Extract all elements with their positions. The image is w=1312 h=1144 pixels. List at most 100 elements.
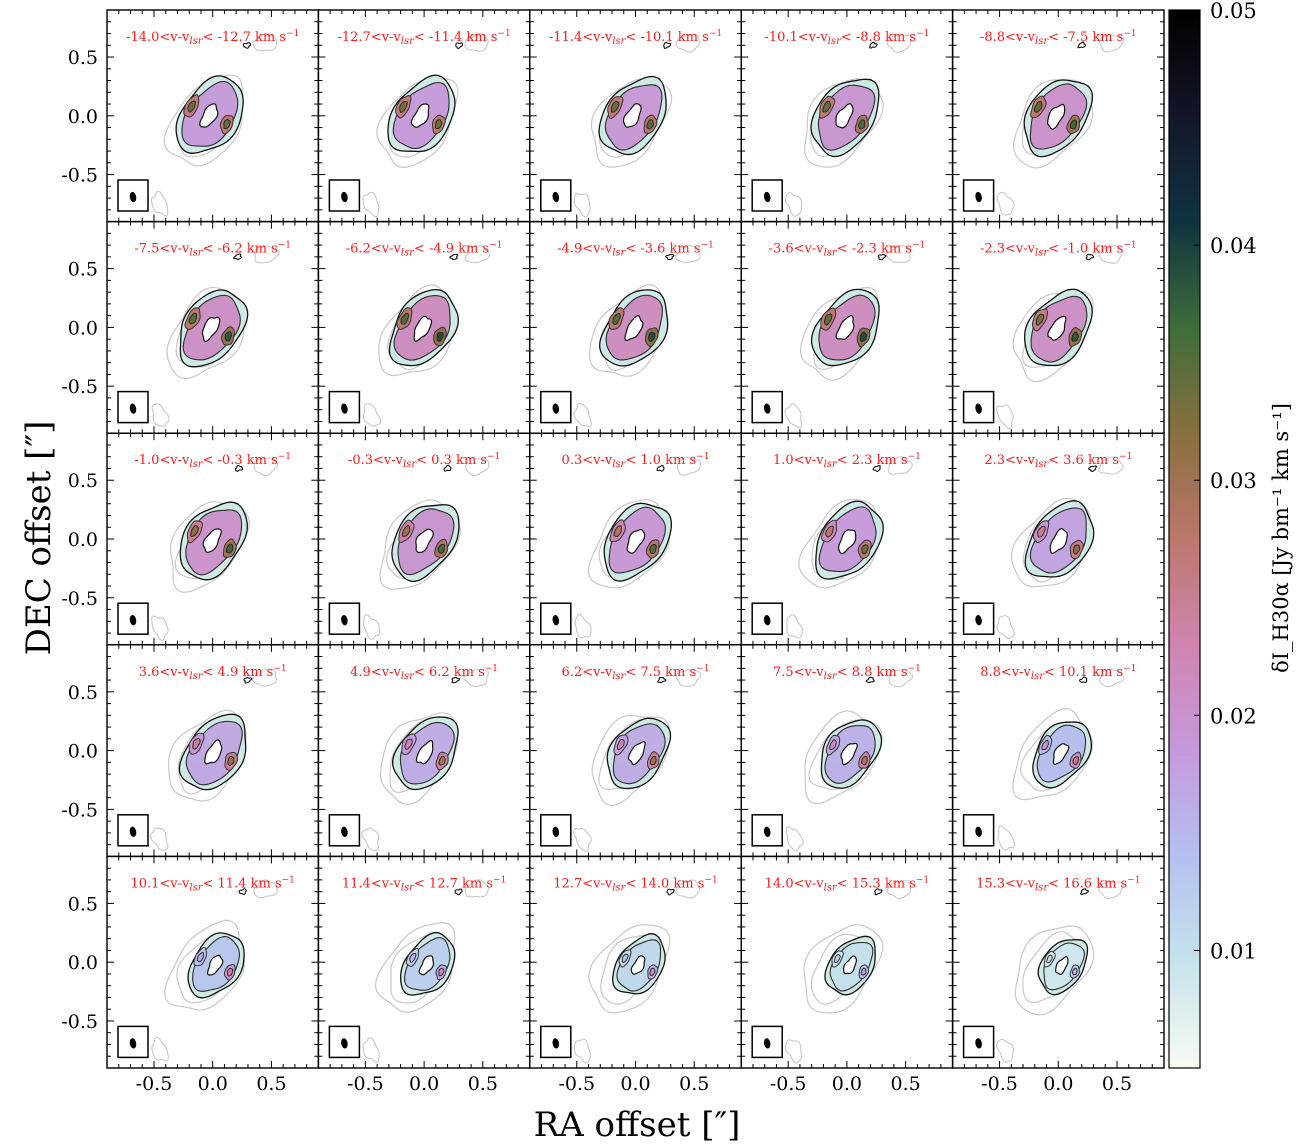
x-tick-label: 0.5 (256, 1073, 286, 1095)
x-tick-label: -0.5 (136, 1073, 173, 1095)
beam-box (962, 390, 995, 424)
central-cavity (626, 529, 646, 554)
beam-box (751, 179, 783, 212)
continuum-contour (362, 403, 382, 427)
emission-peak-left (409, 952, 417, 963)
beam-box (962, 814, 995, 847)
panel: 8.8<v-vlsr< 10.1 km s−1 (951, 644, 1165, 858)
emission-peak-left (196, 952, 204, 963)
beam-box (540, 179, 572, 212)
panel-image (574, 456, 702, 639)
continuum-contour (463, 668, 489, 687)
panel-velocity-label: 3.6<v-vlsr< 4.9 km s−1 (139, 664, 287, 682)
noise-contour (238, 888, 247, 895)
continuum-contour (786, 614, 804, 639)
emission-peak-right (227, 755, 235, 767)
noise-contour (449, 253, 459, 260)
panel-image (784, 245, 912, 429)
continuum-contour (888, 669, 914, 688)
emission-peak-right (861, 755, 868, 766)
panel: 4.9<v-vlsr< 6.2 km s−1 (317, 644, 531, 858)
panel-velocity-label: 12.7<v-vlsr< 14.0 km s−1 (553, 875, 717, 893)
noise-contour (865, 676, 875, 684)
continuum-contour (253, 879, 278, 899)
panel-image (784, 34, 912, 217)
continuum-contour (996, 191, 1015, 216)
panel-image (573, 879, 701, 1064)
panel-velocity-label: 8.8<v-vlsr< 10.1 km s−1 (980, 664, 1136, 682)
y-tick-label: 0.0 (68, 952, 98, 974)
beam-ellipse (552, 191, 560, 203)
noise-contour (874, 888, 883, 896)
central-cavity (630, 955, 646, 975)
emission-peak-left (621, 953, 629, 963)
panel-velocity-label: -6.2<v-vlsr< -4.9 km s−1 (346, 241, 503, 259)
beam-box (751, 814, 783, 847)
central-cavity (199, 103, 219, 128)
colorbar-tick-label: 0.04 (1210, 234, 1257, 258)
emission-peak-right (649, 755, 657, 766)
panel-velocity-label: 4.9<v-vlsr< 6.2 km s−1 (350, 664, 498, 682)
panel: -6.2<v-vlsr< -4.9 km s−1 (317, 220, 531, 434)
panel: -2.3<v-vlsr< -1.0 km s−1 (951, 220, 1165, 434)
central-cavity (1052, 743, 1070, 765)
panel-image (786, 456, 913, 639)
continuum-contour (464, 33, 489, 52)
noise-contour (877, 254, 887, 261)
continuum-contour (1099, 668, 1125, 688)
noise-contour (666, 888, 675, 896)
beam-ellipse (341, 403, 348, 414)
beam-box (962, 179, 995, 212)
beam-ellipse (552, 1038, 560, 1049)
panel-image (150, 668, 278, 851)
emission-peak-left (188, 312, 198, 325)
noise-contour (663, 42, 672, 49)
panel-velocity-label: -14.0<v-vlsr< -12.7 km s−1 (126, 29, 299, 47)
emission-peak-right (1069, 119, 1078, 130)
panel-image (995, 245, 1124, 430)
beam-ellipse (341, 191, 348, 203)
central-cavity (204, 739, 223, 765)
panel-velocity-label: -8.8<v-vlsr< -7.5 km s−1 (980, 29, 1137, 47)
continuum-contour (151, 615, 169, 641)
beam-ellipse (763, 403, 771, 414)
beam-box (328, 1025, 361, 1059)
central-cavity (627, 741, 646, 766)
emission-peak-left (829, 739, 837, 751)
continuum-contour (675, 879, 701, 899)
x-tick-label: -0.5 (347, 1073, 384, 1095)
x-tick-label: 0.0 (198, 1073, 228, 1095)
panel-image (362, 879, 489, 1063)
continuum-contour (804, 78, 884, 168)
y-tick-label: 0.0 (68, 741, 98, 763)
continuum-contour (573, 1038, 591, 1064)
panel-velocity-label: -1.0<v-vlsr< -0.3 km s−1 (134, 452, 291, 470)
central-cavity (622, 103, 642, 128)
beam-ellipse (975, 1038, 982, 1049)
central-cavity (413, 315, 433, 342)
noise-contour (869, 41, 878, 49)
continuum-contour (675, 33, 700, 53)
noise-contour (657, 677, 667, 684)
panel-velocity-label: 2.3<v-vlsr< 3.6 km s−1 (984, 452, 1132, 470)
continuum-contour (785, 826, 804, 852)
panel-velocity-label: -7.5<v-vlsr< -6.2 km s−1 (134, 241, 291, 259)
beam-ellipse (763, 1038, 771, 1049)
continuum-contour (784, 192, 803, 217)
beam-box (962, 1025, 995, 1059)
central-cavity (835, 315, 855, 340)
beam-box (328, 390, 361, 424)
emission-peak-right (436, 331, 444, 342)
panel: 6.2<v-vlsr< 7.5 km s−1 (529, 644, 742, 858)
emission-peak-right (224, 331, 232, 342)
continuum-contour (1012, 708, 1094, 801)
beam-box (328, 814, 361, 847)
y-tick-label: -0.5 (61, 588, 98, 610)
x-tick-label: 0.5 (679, 1073, 709, 1095)
emission-peak-right (860, 967, 867, 976)
emission-peak-right (223, 119, 231, 130)
panel-image (362, 245, 491, 427)
emission-peak-left (834, 954, 841, 964)
beam-ellipse (763, 615, 771, 626)
emission-peak-right (1073, 544, 1081, 555)
